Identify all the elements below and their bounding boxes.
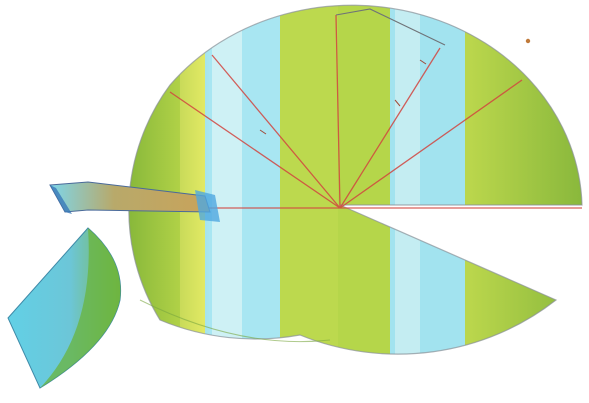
detached-lens-piece	[7, 227, 122, 389]
partial-sphere	[128, 4, 583, 355]
side-prism	[49, 181, 220, 222]
marker-dot	[525, 38, 531, 44]
ray-ticks	[259, 59, 427, 135]
top-outline	[335, 8, 446, 46]
red-rays	[150, 14, 582, 209]
